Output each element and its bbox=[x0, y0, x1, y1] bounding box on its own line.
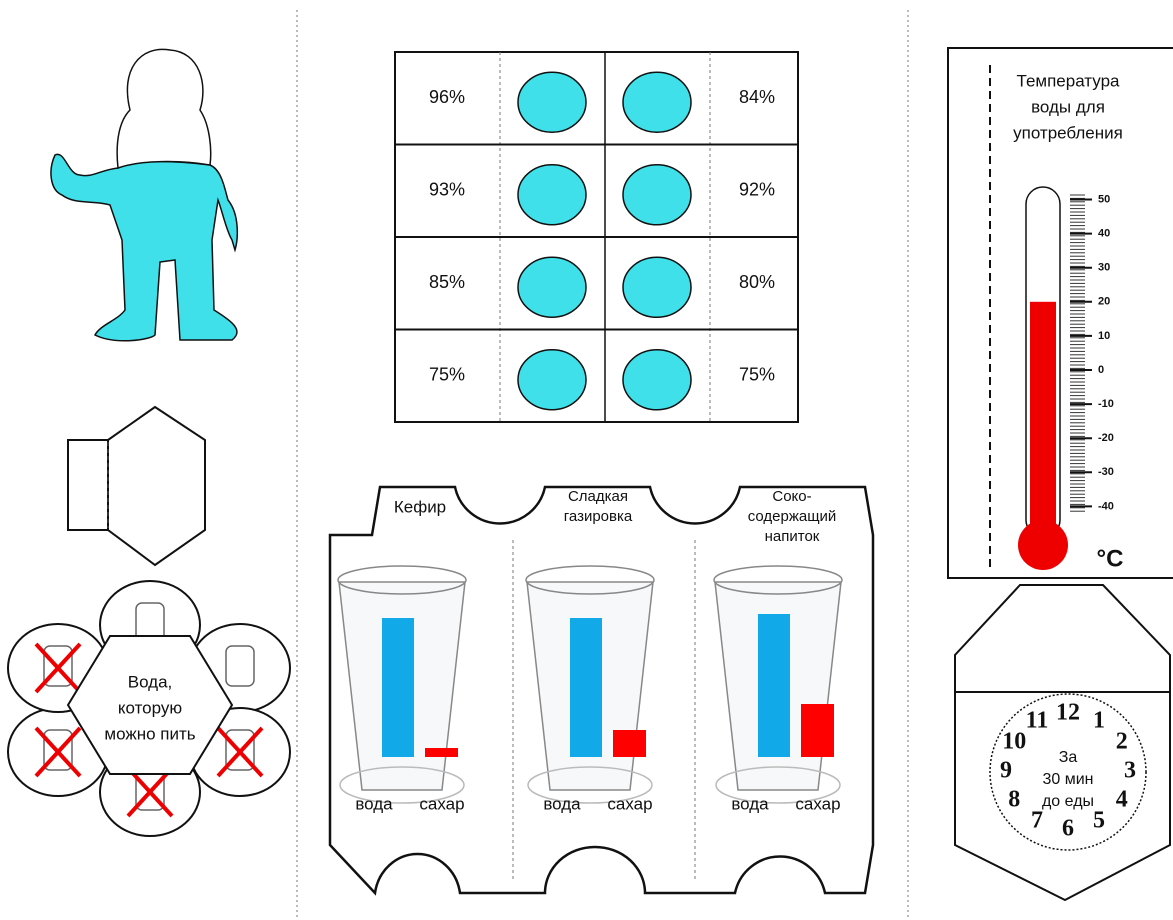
clock-number: 7 bbox=[1031, 808, 1043, 834]
percent: 84% bbox=[739, 87, 775, 107]
water-label: вода bbox=[731, 794, 769, 813]
clock-number: 10 bbox=[1002, 729, 1026, 755]
percent: 93% bbox=[429, 180, 465, 200]
petal-icon bbox=[225, 645, 255, 687]
tick-label: 20 bbox=[1098, 296, 1110, 308]
sugar-bar bbox=[425, 748, 458, 757]
clock-number: 2 bbox=[1116, 729, 1128, 755]
clock-number: 3 bbox=[1124, 758, 1136, 784]
clock-number: 4 bbox=[1116, 787, 1128, 813]
drink-name: Кефир bbox=[394, 497, 446, 516]
tab-rect bbox=[67, 439, 109, 531]
tick-label: -30 bbox=[1098, 466, 1114, 478]
percent: 75% bbox=[429, 365, 465, 385]
clock-number: 12 bbox=[1056, 700, 1080, 726]
tick-label: -40 bbox=[1098, 500, 1114, 512]
petal-icon bbox=[43, 729, 73, 771]
food-picture bbox=[517, 256, 587, 318]
drink-name: газировка bbox=[564, 508, 633, 525]
percent: 75% bbox=[739, 365, 775, 385]
hexagon-text: которую bbox=[118, 698, 183, 717]
tick-label: 0 bbox=[1098, 364, 1104, 376]
water-label: вода bbox=[543, 794, 581, 813]
drink-name: Сладкая bbox=[568, 488, 628, 505]
glass-base bbox=[339, 766, 465, 804]
mercury bbox=[1030, 301, 1056, 540]
sugar-label: сахар bbox=[607, 794, 652, 813]
food-picture bbox=[622, 349, 692, 411]
sugar-bar bbox=[801, 704, 834, 757]
glass-base bbox=[527, 766, 653, 804]
food-picture bbox=[622, 71, 692, 133]
clock-text: 30 мин bbox=[1042, 771, 1093, 788]
water-bar bbox=[758, 614, 790, 757]
percent: 85% bbox=[429, 272, 465, 292]
clock-text: до еды bbox=[1042, 793, 1094, 810]
clock-number: 1 bbox=[1093, 707, 1105, 733]
hexagon-text: Вода, bbox=[128, 672, 173, 691]
percent: 80% bbox=[739, 272, 775, 292]
percent: 92% bbox=[739, 180, 775, 200]
glass-rim bbox=[525, 565, 655, 595]
red-cross bbox=[126, 766, 174, 818]
thermometer-bulb bbox=[1018, 520, 1068, 570]
food-picture bbox=[517, 71, 587, 133]
drink-name: Соко- bbox=[772, 488, 811, 505]
tick-label: 40 bbox=[1098, 228, 1110, 240]
child-head bbox=[116, 48, 212, 170]
drink-name: содержащий bbox=[748, 508, 837, 525]
center-hexagon bbox=[66, 635, 234, 775]
glass-rim bbox=[713, 565, 843, 595]
red-cross bbox=[34, 642, 82, 694]
petal-icon bbox=[225, 729, 255, 771]
food-picture bbox=[517, 349, 587, 411]
thermometer-title: воды для bbox=[1031, 97, 1105, 116]
red-cross bbox=[34, 726, 82, 778]
tick-label: 30 bbox=[1098, 262, 1110, 274]
clock-face bbox=[989, 693, 1147, 851]
sugar-bar bbox=[613, 730, 646, 757]
petal-icon bbox=[43, 645, 73, 687]
unit: °C bbox=[1097, 545, 1124, 572]
glass-rim bbox=[337, 565, 467, 595]
red-cross bbox=[216, 726, 264, 778]
clock-number: 8 bbox=[1008, 787, 1020, 813]
clock-number: 11 bbox=[1026, 707, 1049, 733]
hexagon-text: можно пить bbox=[104, 724, 195, 743]
drink-name: напиток bbox=[765, 528, 820, 545]
percent: 96% bbox=[429, 87, 465, 107]
thermometer-title: употребления bbox=[1013, 123, 1123, 142]
clock-text: За bbox=[1059, 749, 1078, 766]
tick-label: -10 bbox=[1098, 398, 1114, 410]
clock-number: 5 bbox=[1093, 808, 1105, 834]
clock-number: 9 bbox=[1000, 758, 1012, 784]
clock-number: 6 bbox=[1062, 816, 1074, 842]
food-picture bbox=[517, 164, 587, 226]
child-body bbox=[50, 153, 239, 342]
tick-label: 50 bbox=[1098, 193, 1110, 205]
water-bar bbox=[382, 618, 414, 757]
tick-label: -20 bbox=[1098, 432, 1114, 444]
water-label: вода bbox=[355, 794, 393, 813]
food-picture bbox=[622, 164, 692, 226]
food-picture bbox=[622, 256, 692, 318]
glass-base bbox=[715, 766, 841, 804]
sugar-label: сахар bbox=[795, 794, 840, 813]
tab-hexagon bbox=[107, 405, 206, 567]
tick-label: 10 bbox=[1098, 330, 1110, 342]
sugar-label: сахар bbox=[419, 794, 464, 813]
water-bar bbox=[570, 618, 602, 757]
thermometer-title: Температура bbox=[1017, 71, 1121, 90]
